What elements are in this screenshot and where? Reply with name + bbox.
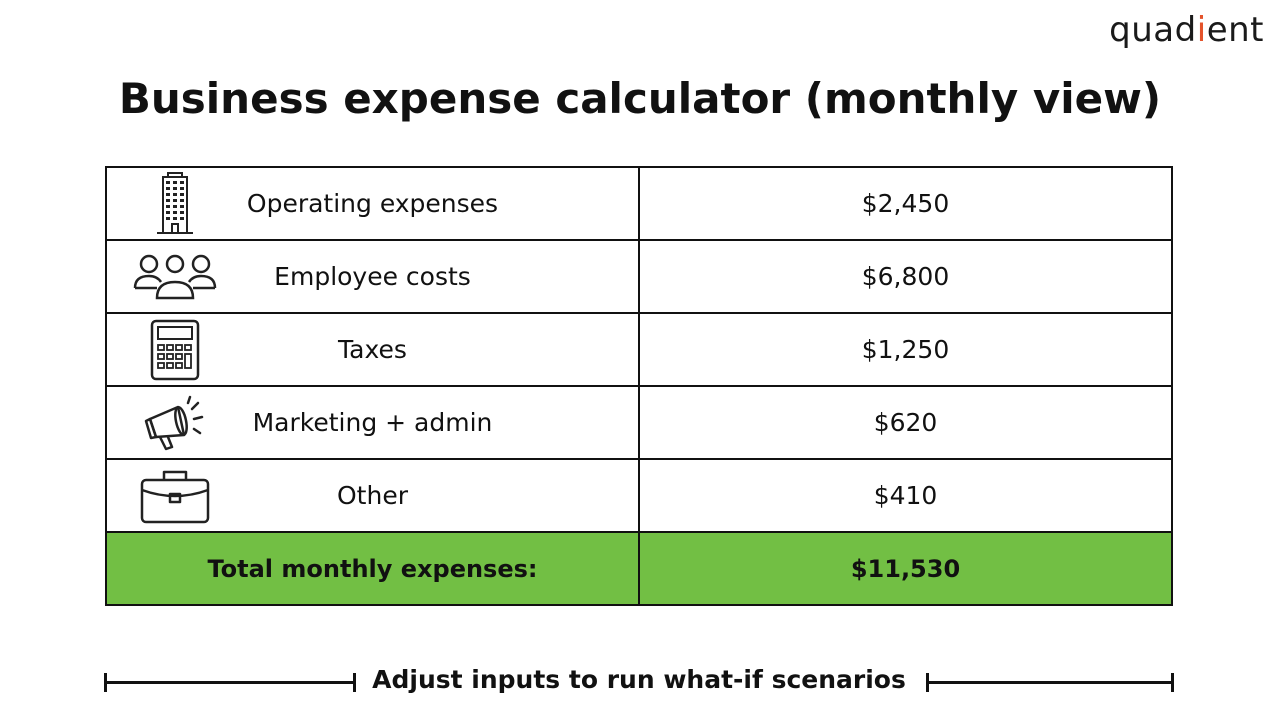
logo-suffix: ent	[1206, 10, 1264, 50]
expense-label: Operating expenses	[246, 189, 499, 218]
office-building-icon	[129, 171, 221, 237]
expense-value[interactable]: $6,800	[638, 239, 1173, 314]
brand-logo: quadient	[1109, 10, 1264, 50]
expense-value[interactable]: $1,250	[638, 312, 1173, 387]
expense-table: Operating expenses $2,450	[105, 166, 1173, 606]
footer-cap	[926, 673, 929, 692]
expense-label-cell: Other	[105, 458, 640, 533]
footer-note: Adjust inputs to run what-if scenarios	[372, 665, 906, 694]
total-label-cell: Total monthly expenses:	[105, 531, 640, 606]
page-title: Business expense calculator (monthly vie…	[118, 74, 1162, 123]
table-row: Operating expenses $2,450	[105, 166, 1173, 241]
footer-line-right	[926, 681, 1172, 684]
people-group-icon	[129, 244, 221, 310]
total-row: Total monthly expenses: $11,530	[105, 531, 1173, 606]
calculator-icon	[129, 317, 221, 383]
expense-value[interactable]: $620	[638, 385, 1173, 460]
expense-label: Taxes	[338, 335, 407, 364]
expense-label-cell: Employee costs	[105, 239, 640, 314]
table-row: Employee costs $6,800	[105, 239, 1173, 314]
footer-line-left	[106, 681, 356, 684]
expense-label-cell: Taxes	[105, 312, 640, 387]
table-row: Taxes $1,250	[105, 312, 1173, 387]
expense-value[interactable]: $410	[638, 458, 1173, 533]
expense-value[interactable]: $2,450	[638, 166, 1173, 241]
footer-cap	[1171, 673, 1174, 692]
logo-accent: i	[1196, 10, 1207, 50]
expense-label-cell: Operating expenses	[105, 166, 640, 241]
footer-cap	[104, 673, 107, 692]
table-row: Marketing + admin $620	[105, 385, 1173, 460]
expense-label: Other	[337, 481, 408, 510]
expense-label: Employee costs	[274, 262, 471, 291]
total-value: $11,530	[638, 531, 1173, 606]
megaphone-icon	[129, 390, 221, 456]
table-row: Other $410	[105, 458, 1173, 533]
total-label: Total monthly expenses:	[207, 554, 538, 583]
expense-label: Marketing + admin	[252, 408, 493, 437]
footer-cap	[353, 673, 356, 692]
expense-label-cell: Marketing + admin	[105, 385, 640, 460]
footer-note-bar: Adjust inputs to run what-if scenarios	[104, 662, 1174, 702]
briefcase-icon	[129, 463, 221, 529]
logo-prefix: quad	[1109, 10, 1197, 50]
